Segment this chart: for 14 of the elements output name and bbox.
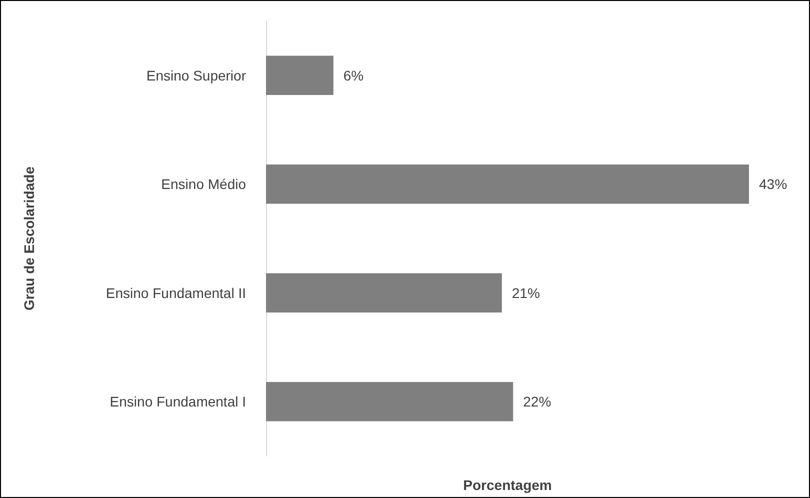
y-tick-label: Ensino Médio	[161, 176, 246, 192]
y-axis-title: Grau de Escolaridade	[21, 166, 37, 310]
data-label: 43%	[759, 176, 788, 192]
bar	[266, 382, 514, 422]
bar	[266, 56, 334, 95]
y-tick-label: Ensino Fundamental I	[110, 394, 246, 410]
bar	[266, 273, 502, 312]
y-tick-label: Ensino Fundamental II	[106, 284, 246, 301]
y-tick-label: Ensino Superior	[146, 67, 246, 84]
data-label: 22%	[523, 394, 552, 410]
bar	[266, 164, 749, 204]
data-label: 6%	[343, 67, 364, 84]
data-label: 21%	[512, 284, 540, 301]
x-axis-title: Porcentagem	[463, 477, 552, 493]
